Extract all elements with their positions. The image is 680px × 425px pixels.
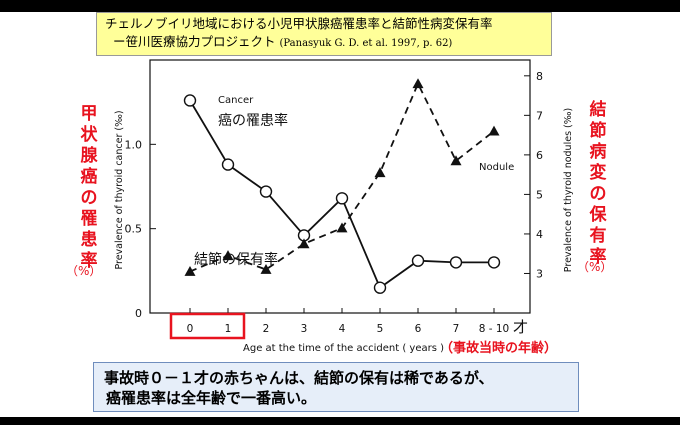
nodule-line — [189, 81, 495, 273]
citation: (Panasyuk G. D. et al. 1997, p. 62) — [279, 38, 453, 49]
right-tick-label: 4 — [536, 228, 543, 241]
cancer-point — [335, 192, 349, 205]
x-tick-label: 0 — [187, 323, 194, 335]
nodule-point — [450, 155, 462, 166]
left-jp-unit: （%） — [66, 264, 102, 278]
right-tick-label: 7 — [536, 109, 543, 122]
right-tick-label: 8 — [536, 70, 543, 83]
plot-frame — [149, 59, 531, 314]
nodule-series-jp-label: 結節の保有率 — [194, 251, 278, 268]
slide-title-line2: ー笹川医療協力プロジェクト (Panasyuk G. D. et al. 199… — [105, 33, 543, 53]
x-axis-title: Age at the time of the accident ( years … — [243, 343, 444, 354]
cancer-point — [487, 256, 501, 269]
top-black-bar — [0, 0, 680, 12]
x-tick-label: 1 — [225, 323, 232, 335]
nodule-point — [374, 167, 386, 178]
note-line2: 癌罹患率は全年齢で一番高い。 — [106, 389, 317, 407]
cancer-point — [259, 185, 273, 198]
right-tick-label: 6 — [536, 149, 543, 162]
nodule-point — [336, 222, 348, 233]
x-tick-label: 3 — [301, 323, 308, 335]
cancer-point — [221, 158, 235, 171]
nodule-point — [298, 238, 310, 249]
x-jp-label: （事故当時の年齢） — [440, 340, 557, 356]
x-tick-label: 4 — [339, 323, 346, 335]
right-tick-label: 5 — [536, 188, 543, 201]
right-jp-unit: （%） — [577, 260, 613, 274]
right-jp-axis-label-text: 結節病変の保有率 — [589, 100, 607, 267]
nodule-point — [260, 264, 272, 274]
nodule-point — [222, 250, 234, 261]
right-axis-title: Prevalence of thyroid nodules (‰) — [563, 108, 574, 272]
x-unit-char: 才 — [513, 318, 528, 336]
nodule-point — [488, 125, 500, 136]
nodule-point — [184, 265, 196, 276]
title-box: チェルノブイリ地域における小児甲状腺癌罹患率と結節性病変保有率 ー笹川医療協力プ… — [96, 12, 552, 56]
x-tick-label: 7 — [453, 323, 460, 335]
axes-layer: 0 0.5 1.0 3 4 5 6 7 8 0 1 2 3 4 5 6 7 8 - 10 — [125, 70, 544, 335]
bottom-black-bar — [0, 417, 680, 425]
left-jp-axis-label-text: 甲状腺癌の罹患率 — [80, 104, 98, 271]
nodule-series-name: Nodule — [479, 162, 514, 173]
cancer-point — [449, 256, 463, 269]
x-tick-label: 6 — [415, 323, 422, 335]
cancer-point — [183, 94, 197, 107]
note-box: 事故時０－１才の赤ちゃんは、結節の保有は稀であるが、 癌罹患率は全年齢で一番高い… — [93, 362, 579, 412]
slide-title-subtitle: ー笹川医療協力プロジェクト — [113, 34, 276, 49]
right-tick-label: 3 — [536, 267, 543, 280]
left-tick-label: 1.0 — [125, 138, 143, 151]
x-tick-label: 2 — [263, 323, 270, 335]
highlight-box — [169, 312, 246, 340]
left-tick-label: 0 — [135, 307, 142, 320]
nodule-point — [412, 78, 424, 89]
left-tick-label: 0.5 — [125, 223, 143, 236]
cancer-series-jp-label: 癌の罹患率 — [218, 112, 288, 129]
right-jp-axis-label: 結節病変の保有率 — [587, 100, 609, 268]
slide-title-line1: チェルノブイリ地域における小児甲状腺癌罹患率と結節性病変保有率 — [105, 16, 493, 31]
note-line1: 事故時０－１才の赤ちゃんは、結節の保有は稀であるが、 — [104, 369, 494, 387]
left-jp-axis-label: 甲状腺癌の罹患率 — [78, 104, 100, 272]
cancer-series-name: Cancer — [218, 95, 254, 106]
x-tick-label: 8 - 10 — [479, 323, 510, 335]
marks-layer — [183, 78, 501, 294]
cancer-point — [373, 281, 387, 294]
left-axis-title: Prevalence of thyroid cancer (‰) — [114, 110, 125, 269]
cancer-point — [411, 254, 425, 267]
x-tick-label: 5 — [377, 323, 384, 335]
